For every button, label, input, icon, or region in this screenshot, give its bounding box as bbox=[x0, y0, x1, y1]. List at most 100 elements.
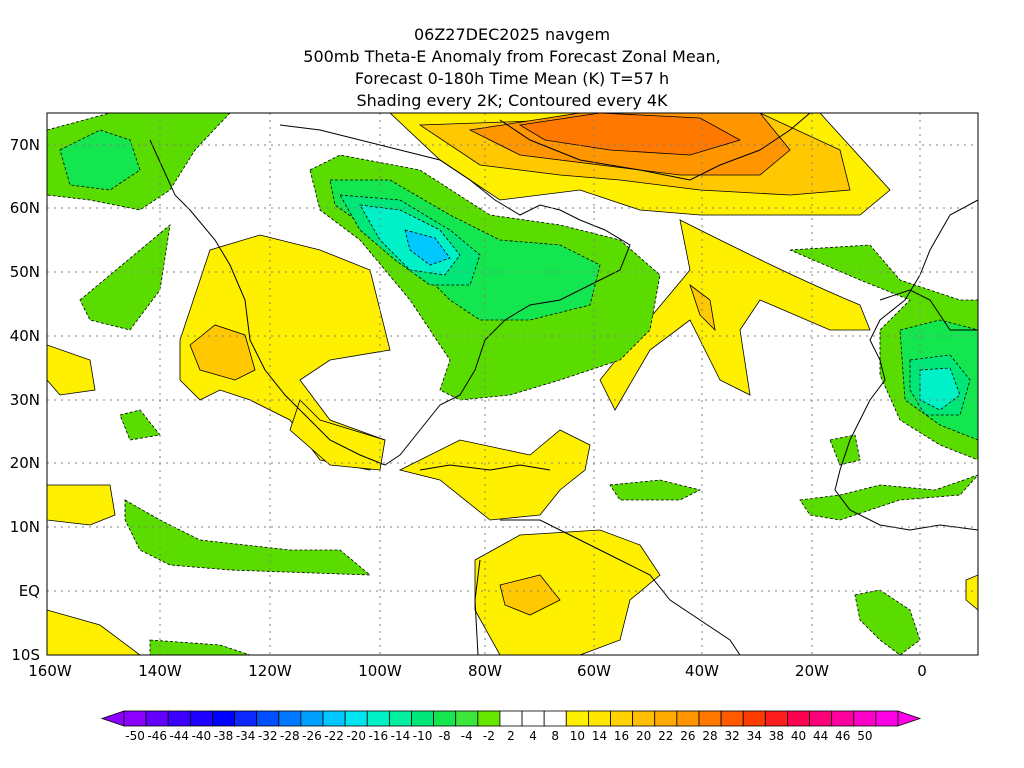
colorbar-swatch bbox=[167, 710, 191, 727]
colorbar-label: -22 bbox=[324, 729, 344, 743]
colorbar-swatch bbox=[610, 710, 634, 727]
colorbar-swatch bbox=[278, 710, 302, 727]
colorbar-label: 34 bbox=[747, 729, 762, 743]
lon-label: 120W bbox=[248, 662, 292, 680]
colorbar-swatch bbox=[344, 710, 368, 727]
lat-label: 40N bbox=[10, 327, 40, 345]
colorbar-swatch bbox=[676, 710, 700, 727]
colorbar-label: 16 bbox=[614, 729, 629, 743]
anomaly-region bbox=[854, 589, 921, 655]
colorbar-swatch bbox=[764, 710, 788, 727]
colorbar-label: -32 bbox=[258, 729, 278, 743]
latitude-axis: 10S EQ 10N 20N 30N 40N 50N 60N 70N bbox=[10, 136, 40, 664]
lat-label: 60N bbox=[10, 199, 40, 217]
colorbar-swatch bbox=[588, 710, 611, 727]
colorbar-label: 38 bbox=[769, 729, 784, 743]
colorbar-label: 40 bbox=[791, 729, 806, 743]
lon-label: 40W bbox=[685, 662, 719, 680]
lat-label: 10N bbox=[10, 518, 40, 536]
colorbar-swatches bbox=[100, 710, 922, 727]
colorbar-label: -4 bbox=[461, 729, 473, 743]
shaded-anomaly-field bbox=[47, 113, 978, 655]
coastline bbox=[499, 113, 811, 181]
lat-label: EQ bbox=[19, 582, 40, 600]
colorbar-swatch bbox=[388, 710, 412, 727]
anomaly-region bbox=[149, 639, 251, 655]
colorbar-label: 50 bbox=[857, 729, 872, 743]
lat-label: 70N bbox=[10, 136, 40, 154]
colorbar-swatch bbox=[411, 710, 435, 727]
anomaly-region bbox=[59, 129, 141, 191]
colorbar-swatch bbox=[654, 710, 678, 727]
coastline bbox=[419, 464, 551, 471]
colorbar-swatch bbox=[809, 710, 833, 727]
anomaly-region bbox=[799, 474, 978, 521]
title-line-4: Shading every 2K; Contoured every 4K bbox=[356, 91, 668, 110]
colorbar-swatch bbox=[499, 710, 523, 727]
anomaly-region bbox=[124, 499, 372, 576]
lon-label: 80W bbox=[468, 662, 502, 680]
colorbar-swatch bbox=[322, 710, 346, 727]
colorbar-swatch bbox=[366, 710, 390, 727]
colorbar-swatch bbox=[477, 710, 501, 727]
lat-label: 10S bbox=[11, 646, 40, 664]
lon-label: 0 bbox=[917, 662, 927, 680]
colorbar-swatch bbox=[189, 710, 213, 727]
colorbar-label: 10 bbox=[570, 729, 585, 743]
colorbar-label: -10 bbox=[413, 729, 433, 743]
colorbar-swatch bbox=[543, 710, 567, 727]
colorbar-label: -34 bbox=[236, 729, 256, 743]
colorbar-swatch bbox=[875, 710, 899, 727]
colorbar-label: -26 bbox=[302, 729, 322, 743]
colorbar-swatch bbox=[720, 710, 744, 727]
colorbar-label: -46 bbox=[147, 729, 167, 743]
anomaly-region bbox=[47, 344, 96, 396]
colorbar-label: 28 bbox=[702, 729, 717, 743]
anomaly-region bbox=[189, 324, 256, 381]
colorbar-label: 32 bbox=[725, 729, 740, 743]
coastline bbox=[474, 559, 481, 655]
lon-label: 160W bbox=[28, 662, 72, 680]
anomaly-region bbox=[499, 574, 561, 616]
colorbar-swatch bbox=[234, 710, 258, 727]
lat-label: 30N bbox=[10, 391, 40, 409]
lat-label: 50N bbox=[10, 263, 40, 281]
lon-label: 20W bbox=[795, 662, 829, 680]
colorbar-swatch bbox=[455, 710, 479, 727]
colorbar-label: 26 bbox=[680, 729, 695, 743]
colorbar-swatch bbox=[123, 710, 147, 727]
colorbar-swatch bbox=[145, 710, 169, 727]
anomaly-region bbox=[474, 529, 661, 655]
anomaly-region bbox=[404, 229, 451, 266]
coastline bbox=[879, 289, 978, 331]
colorbar-label: -14 bbox=[391, 729, 411, 743]
colorbar-label: -44 bbox=[169, 729, 189, 743]
colorbar: -50 -46 -44 -40 -38 -34 -32 -28 -26 -22 -20 -16 -14-… bbox=[100, 710, 922, 743]
colorbar-labels: -50 -46 -44 -40 -38 -34 -32 -28 -26 -22 -20 -16 -14-… bbox=[125, 729, 872, 743]
colorbar-swatch bbox=[521, 710, 545, 727]
anomaly-region bbox=[47, 484, 116, 526]
colorbar-swatch bbox=[212, 710, 235, 727]
colorbar-swatch bbox=[831, 710, 855, 727]
title-line-3: Forecast 0-180h Time Mean (K) T=57 h bbox=[354, 69, 670, 88]
colorbar-swatch bbox=[256, 710, 280, 727]
anomaly-region bbox=[829, 434, 861, 466]
colorbar-label: 2 bbox=[507, 729, 515, 743]
colorbar-swatch bbox=[853, 710, 877, 727]
anomaly-region bbox=[965, 574, 978, 611]
lon-label: 60W bbox=[577, 662, 611, 680]
colorbar-label: 20 bbox=[636, 729, 651, 743]
map-title: 06Z27DEC2025 navgem 500mb Theta-E Anomal… bbox=[0, 24, 1024, 112]
colorbar-high-arrow bbox=[897, 710, 922, 727]
colorbar-swatch bbox=[565, 710, 589, 727]
colorbar-label: 4 bbox=[529, 729, 537, 743]
colorbar-label: -16 bbox=[369, 729, 389, 743]
anomaly-region bbox=[398, 429, 591, 521]
anomaly-region bbox=[609, 479, 702, 501]
colorbar-swatch bbox=[433, 710, 457, 727]
lon-label: 140W bbox=[138, 662, 182, 680]
colorbar-label: 8 bbox=[551, 729, 559, 743]
colorbar-low-arrow bbox=[100, 710, 125, 727]
colorbar-swatch bbox=[742, 710, 766, 727]
